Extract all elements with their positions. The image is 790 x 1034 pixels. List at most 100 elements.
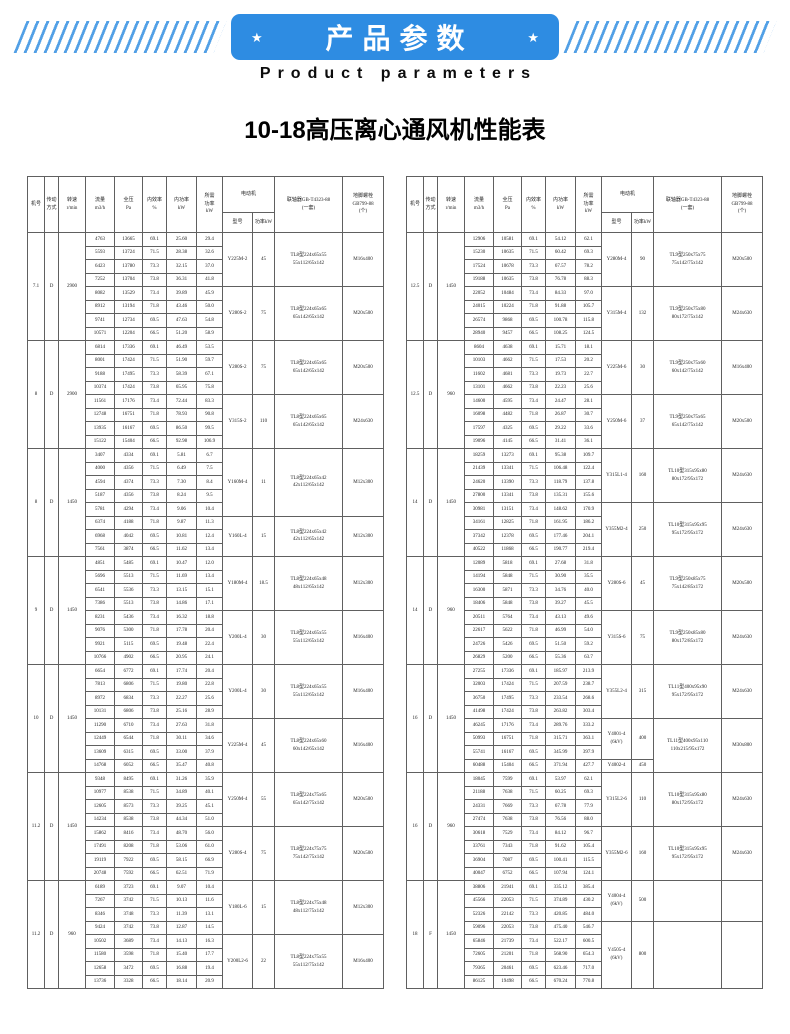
table-row: 10103 4662 71.5 17.53 20.2 [406, 353, 762, 368]
cell-efficiency: 69.5 [142, 745, 167, 760]
cell-flow: 21439 [463, 461, 494, 476]
cell-required-power: 28.9 [196, 704, 223, 719]
cell-efficiency: 66.5 [520, 758, 546, 773]
cell-efficiency: 73.3 [520, 907, 546, 922]
cell-anchor-bolt: M16x400 [342, 718, 385, 773]
cell-speed: 2900 [58, 232, 86, 341]
table-row: 16 D 1450 27255 17336 69.1 185.97 213.9 Y355L2-4… [405, 664, 763, 773]
cell-shaft-power: 72.44 [166, 394, 197, 409]
table-row: 79365 20461 69.5 623.46 717.0 [406, 961, 762, 976]
cell-drive-type: D [422, 556, 438, 665]
cell-coupling: TL8型224x65x65 65x142/65x142 [274, 394, 344, 449]
cell-drive-type: D [44, 340, 59, 449]
header-motor-sub-0: 型号 [222, 212, 253, 233]
cell-flow: 5187 [85, 488, 115, 503]
cell-efficiency: 71.5 [142, 785, 167, 800]
cell-shaft-power: 9.06 [166, 502, 197, 517]
cell-required-power: 115.5 [574, 853, 602, 868]
cell-required-power: 50.0 [196, 299, 223, 314]
cell-motor-model: Y355M2-6 [600, 826, 632, 881]
cell-efficiency: 73.4 [520, 826, 546, 841]
cell-efficiency: 73.3 [520, 583, 546, 598]
cell-pressure: 17424 [114, 380, 143, 395]
cell-flow: 9921 [85, 637, 115, 652]
cell-pressure: 5115 [114, 637, 143, 652]
cell-flow: 16300 [463, 583, 494, 598]
cell-required-power: 22.4 [196, 637, 223, 652]
cell-efficiency: 69.5 [520, 529, 546, 544]
cell-efficiency: 69.1 [520, 880, 546, 895]
cell-efficiency: 73.3 [520, 367, 546, 382]
cell-flow: 10571 [85, 326, 115, 341]
cell-shaft-power: 30.11 [166, 731, 197, 746]
cell-shaft-power: 84.33 [544, 286, 576, 301]
cell-pressure: 3742 [114, 920, 143, 935]
cell-pressure: 3748 [114, 907, 143, 922]
cell-efficiency: 71.5 [520, 245, 546, 260]
cell-pressure: 20461 [492, 961, 522, 976]
cell-required-power: 546.7 [574, 920, 602, 935]
cell-motor-power: 37 [630, 394, 655, 449]
cell-speed: 960 [436, 340, 465, 449]
cell-shaft-power: 62.51 [166, 866, 197, 881]
cell-required-power: 31.8 [196, 718, 223, 733]
cell-flow: 10502 [85, 934, 115, 949]
cell-efficiency: 66.5 [142, 758, 167, 773]
table-row: 15122 15404 66.5 92.98 106.9 [28, 434, 384, 449]
table-row: 8231 5436 73.4 16.32 18.8 Y200L-4 30 TL8型224x65… [28, 610, 385, 665]
cell-required-power: 385.4 [574, 880, 602, 895]
cell-pressure: 13724 [114, 245, 143, 260]
cell-required-power: 71.9 [196, 866, 223, 881]
banner-title: 产品参数 [325, 23, 474, 54]
cell-shaft-power: 22.23 [544, 380, 576, 395]
cell-efficiency: 73.8 [520, 704, 546, 719]
cell-flow: 7252 [85, 272, 115, 287]
cell-required-power: 28.1 [574, 394, 602, 409]
cell-required-power: 22.8 [196, 677, 223, 692]
cell-efficiency: 73.4 [520, 286, 546, 301]
table-row: 11.2 D 960 6189 3723 69.1 9.07 10.4 Y180L-6 15 TL8… [27, 880, 385, 989]
table-row: 27800 13341 73.8 135.31 155.6 [406, 488, 762, 503]
cell-speed: 1450 [436, 448, 465, 557]
cell-flow: 17524 [463, 259, 494, 274]
table-row: 17524 10678 73.3 67.57 78.2 [406, 259, 762, 274]
cell-speed: 1450 [436, 232, 465, 341]
cell-shaft-power: 34.76 [544, 583, 576, 598]
cell-speed: 1450 [58, 772, 86, 881]
performance-table-right: 机号 传动 方式 转速 r/min 流量 m3/h 全压 Pa 内效率% 内功率 kW 所需 功率 kW 电动… [405, 176, 763, 989]
cell-shaft-power: 9.87 [166, 515, 197, 530]
cell-efficiency: 71.8 [142, 623, 167, 638]
cell-required-power: 219.4 [574, 542, 602, 557]
cell-flow: 15122 [85, 434, 115, 449]
banner-pill: ★ 产品参数 ★ [231, 14, 559, 60]
cell-motor-model: Y280S-6 [600, 556, 632, 611]
cell-shaft-power: 345.99 [544, 745, 576, 760]
cell-pressure: 3328 [114, 974, 143, 989]
cell-motor-power: 800 [630, 920, 655, 989]
cell-flow: 20511 [463, 610, 494, 625]
cell-shaft-power: 48.70 [166, 826, 197, 841]
cell-efficiency: 73.4 [142, 826, 167, 841]
table-row: 28940 9457 66.5 108.25 124.5 [406, 326, 762, 341]
page-title: 10-18高压离心通风机性能表 [244, 117, 546, 144]
cell-flow: 32003 [463, 677, 494, 692]
cell-pressure: 10581 [492, 232, 522, 247]
cell-pressure: 6752 [492, 866, 522, 881]
cell-coupling: TL9型250x85x80 80x172/85x172 [653, 610, 722, 665]
cell-efficiency: 66.5 [142, 434, 167, 449]
cell-model-no: 12.5 [405, 340, 424, 449]
cell-flow: 41498 [463, 704, 494, 719]
cell-speed: 960 [436, 556, 465, 665]
cell-shaft-power: 58.15 [166, 853, 197, 868]
cell-flow: 40522 [463, 542, 494, 557]
cell-shaft-power: 17.53 [544, 353, 576, 368]
cell-shaft-power: 84.12 [544, 826, 576, 841]
cell-model-no: 11.2 [27, 772, 45, 881]
table-row: 30618 7529 73.4 84.12 96.7 Y355M2-6 160 TL10型31… [406, 826, 763, 881]
cell-shaft-power: 25.60 [166, 232, 197, 247]
cell-motor-power: 22 [251, 934, 276, 989]
cell-pressure: 5536 [114, 583, 143, 598]
cell-pressure: 5200 [492, 650, 522, 665]
cell-motor-model: Y315L1-4 [600, 448, 632, 503]
cell-coupling: TL8型224x65x42 42x112/65x142 [274, 515, 344, 557]
